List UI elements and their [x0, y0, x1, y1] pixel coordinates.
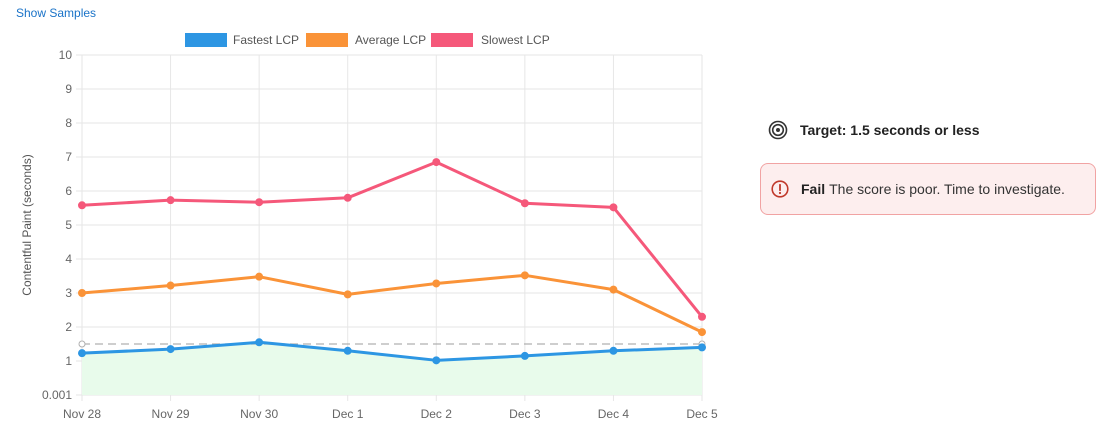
fastest-lcp-line: [81, 340, 703, 362]
average-lcp-point: [520, 271, 529, 280]
y-axis-title: Contentful Paint (seconds): [20, 154, 34, 295]
y-tick-label: 5: [65, 218, 72, 232]
average-lcp-legend-label[interactable]: Average LCP: [355, 33, 426, 47]
average-lcp-point: [255, 272, 264, 281]
y-tick-label: 4: [65, 252, 72, 266]
slowest-lcp-point: [520, 199, 529, 208]
y-tick-label: 8: [65, 116, 72, 130]
fastest-lcp-point: [520, 351, 529, 360]
y-tick-label: 0.001: [42, 388, 72, 402]
average-lcp-point: [698, 328, 706, 337]
lcp-line-chart: Fastest LCP Average LCP Slowest LCP 0.001 1…: [20, 33, 718, 421]
x-tick-label: Dec 3: [509, 407, 541, 421]
fastest-lcp-point: [166, 345, 175, 354]
y-tick-label: 7: [65, 150, 72, 164]
fastest-lcp-legend-swatch[interactable]: [185, 33, 227, 47]
x-tick-label: Dec 2: [421, 407, 453, 421]
alert-circle-icon: [771, 180, 789, 198]
fastest-lcp-point: [432, 356, 441, 365]
slowest-lcp-line: [81, 160, 704, 318]
x-tick-label: Nov 28: [63, 407, 101, 421]
slowest-lcp-point: [166, 196, 175, 205]
x-tick-label: Dec 1: [332, 407, 364, 421]
target-text: Target: 1.5 seconds or less: [800, 122, 980, 138]
fastest-lcp-point: [255, 338, 264, 347]
y-tick-label: 10: [59, 48, 73, 62]
y-tick-label: 9: [65, 82, 72, 96]
x-axis-ticks: Nov 28 Nov 29 Nov 30 Dec 1 Dec 2 Dec 3 Dec 4 De…: [63, 407, 718, 421]
average-lcp-point: [78, 289, 86, 297]
y-tick-label: 1: [65, 354, 72, 368]
y-tick-label: 6: [65, 184, 72, 198]
slowest-lcp-point: [255, 198, 264, 207]
slowest-lcp-legend-swatch[interactable]: [431, 33, 473, 47]
average-lcp-line: [81, 273, 703, 334]
x-tick-label: Nov 30: [240, 407, 278, 421]
chart-legend: Fastest LCP Average LCP Slowest LCP: [185, 33, 550, 47]
chart-series-points: [78, 158, 706, 365]
x-tick-label: Nov 29: [152, 407, 190, 421]
fastest-lcp-legend-label[interactable]: Fastest LCP: [233, 33, 299, 47]
target-icon: [768, 120, 788, 140]
fastest-lcp-point: [343, 346, 352, 355]
average-lcp-point: [609, 285, 618, 294]
fastest-lcp-point: [698, 343, 706, 352]
average-lcp-point: [166, 281, 175, 290]
result-alert: Fail The score is poor. Time to investig…: [760, 163, 1096, 215]
slowest-lcp-legend-label[interactable]: Slowest LCP: [481, 33, 550, 47]
result-status: Fail: [801, 181, 826, 197]
result-message: The score is poor. Time to investigate.: [829, 181, 1065, 197]
target-indicator: Target: 1.5 seconds or less: [768, 120, 979, 140]
fastest-lcp-point: [609, 346, 618, 355]
x-tick-label: Dec 4: [598, 407, 630, 421]
chart-series-lines: [81, 160, 704, 362]
x-tick-label: Dec 5: [686, 407, 718, 421]
y-tick-label: 2: [65, 320, 72, 334]
slowest-lcp-point: [78, 201, 86, 210]
slowest-lcp-point: [609, 203, 618, 212]
slowest-lcp-point: [698, 312, 706, 321]
y-axis-ticks: 0.001 1 2 3 4 5 6 7 8 9 10: [42, 48, 72, 402]
average-lcp-point: [432, 279, 441, 288]
slowest-lcp-point: [432, 158, 441, 167]
fastest-lcp-point: [78, 349, 86, 358]
show-samples-link[interactable]: Show Samples: [16, 6, 97, 20]
target-endpoint: [78, 340, 86, 348]
average-lcp-legend-swatch[interactable]: [306, 33, 348, 47]
slowest-lcp-point: [343, 193, 352, 202]
average-lcp-point: [343, 290, 352, 299]
y-tick-label: 3: [65, 286, 72, 300]
